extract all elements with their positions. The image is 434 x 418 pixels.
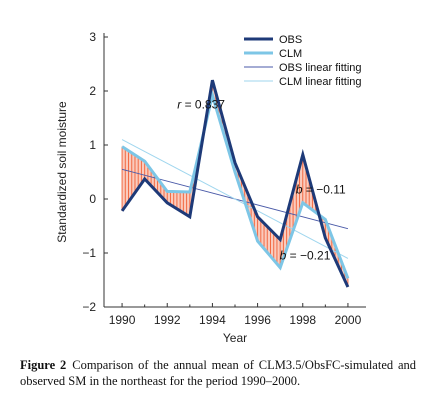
clm-fit-line: [121, 139, 349, 259]
annotation-b_obs: b = −0.11: [296, 183, 346, 197]
y-tick-label: −1: [82, 246, 96, 260]
y-tick-label: 2: [89, 84, 96, 98]
x-tick-label: 1990: [109, 313, 136, 327]
annotation-var: r: [177, 97, 182, 111]
y-axis-label: Standardized soil moisture: [55, 101, 69, 243]
x-tick-label: 1998: [289, 313, 316, 327]
x-tick-label: 1996: [244, 313, 271, 327]
annotation-value: = 0.837: [181, 97, 225, 111]
x-tick-label: 1994: [199, 313, 226, 327]
axes: −2 −1 0 1 2 3 1990 1992 1994 1996 1998 2000 Year Stan…: [55, 30, 366, 345]
obs-series-line: [120, 79, 350, 288]
caption-text: Comparison of the annual mean of CLM3.5/…: [20, 358, 416, 388]
x-tick-label: 2000: [335, 313, 362, 327]
y-tick-label: −2: [82, 300, 96, 314]
x-tick-label: 1992: [154, 313, 181, 327]
legend: OBS CLM OBS linear fitting CLM linear fitti…: [244, 34, 362, 88]
y-tick-label: 1: [89, 138, 96, 152]
figure-caption: Figure 2 Comparison of the annual mean of…: [20, 357, 416, 389]
annotation-b_clm: b = −0.21: [280, 248, 331, 262]
annotation-r: r = 0.837: [177, 97, 225, 111]
soil-moisture-chart: −2 −1 0 1 2 3 1990 1992 1994 1996 1998 2000 Year Stan…: [55, 30, 366, 345]
series-lines: [120, 79, 350, 288]
caption-label: Figure 2: [20, 358, 67, 372]
annotation-value: = −0.21: [286, 248, 330, 262]
annotation-var: b: [296, 183, 303, 197]
legend-label: CLM: [279, 48, 302, 60]
clm-series-line: [121, 89, 350, 279]
annotation-var: b: [280, 248, 287, 262]
y-tick-label: 0: [89, 192, 96, 206]
legend-label: CLM linear fitting: [279, 76, 362, 88]
annotation-value: = −0.11: [303, 183, 346, 197]
y-tick-label: 3: [89, 30, 96, 44]
legend-label: OBS linear fitting: [279, 62, 362, 74]
legend-label: OBS: [279, 34, 302, 46]
x-axis-label: Year: [223, 331, 247, 345]
